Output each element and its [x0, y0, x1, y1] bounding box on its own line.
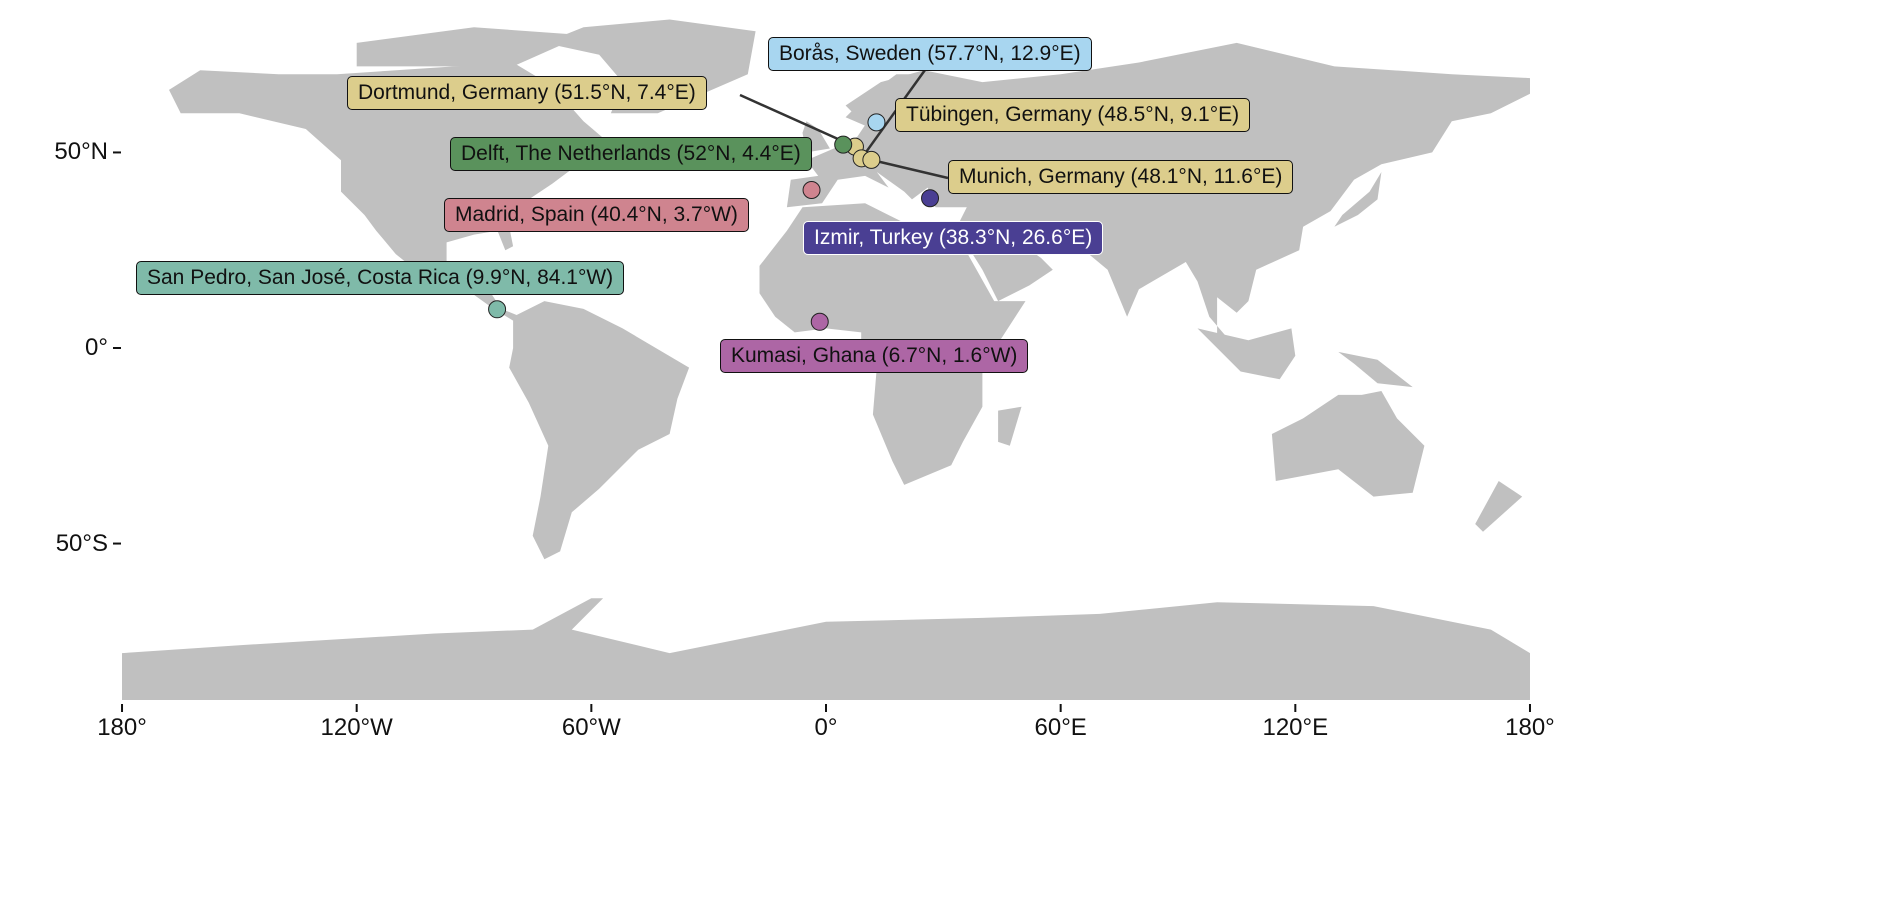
location-marker[interactable] — [802, 180, 821, 199]
location-label: Izmir, Turkey (38.3°N, 26.6°E) — [803, 221, 1104, 255]
x-tick-label: 180° — [97, 714, 147, 741]
leader-line — [860, 69, 927, 160]
land-japan — [1334, 172, 1382, 227]
land-new-zealand — [1475, 481, 1523, 532]
x-tick-label: 120°E — [1262, 714, 1329, 741]
location-label: Dortmund, Germany (51.5°N, 7.4°E) — [347, 76, 707, 110]
x-tick-label: 120°W — [320, 714, 393, 741]
leader-line — [871, 158, 949, 180]
land-madagascar — [998, 406, 1022, 446]
leader-line — [739, 93, 856, 148]
x-tick-label: 60°W — [561, 714, 621, 741]
land-indonesia — [1197, 328, 1296, 380]
location-marker[interactable] — [921, 189, 940, 208]
y-tick-label: 50°S — [55, 529, 108, 557]
land-arctic-islands — [356, 27, 584, 67]
x-tick-label: 60°E — [1034, 714, 1087, 741]
location-label: Tübingen, Germany (48.5°N, 9.1°E) — [895, 98, 1251, 132]
y-tick-label: 0° — [85, 334, 108, 361]
land-north-america — [169, 62, 611, 321]
location-marker[interactable] — [488, 300, 507, 319]
location-label: Borås, Sweden (57.7°N, 12.9°E) — [768, 37, 1092, 71]
location-marker[interactable] — [862, 150, 881, 169]
land-south-america — [509, 301, 690, 560]
land-scandinavia-north — [845, 74, 944, 129]
y-tick-label: 50°N — [54, 138, 108, 166]
land-antarctica — [122, 598, 1530, 700]
location-label: Delft, The Netherlands (52°N, 4.4°E) — [450, 137, 812, 171]
location-label: Munich, Germany (48.1°N, 11.6°E) — [948, 160, 1294, 194]
location-marker[interactable] — [867, 113, 886, 132]
land-new-guinea — [1338, 351, 1413, 388]
location-label: Madrid, Spain (40.4°N, 3.7°W) — [444, 198, 749, 232]
location-label: Kumasi, Ghana (6.7°N, 1.6°W) — [720, 339, 1029, 373]
location-label: San Pedro, San José, Costa Rica (9.9°N, … — [136, 261, 625, 295]
location-marker[interactable] — [810, 312, 829, 331]
location-marker[interactable] — [834, 135, 853, 154]
land-australia — [1271, 391, 1425, 497]
x-tick-label: 180° — [1505, 714, 1555, 741]
x-tick-label: 0° — [814, 714, 838, 741]
